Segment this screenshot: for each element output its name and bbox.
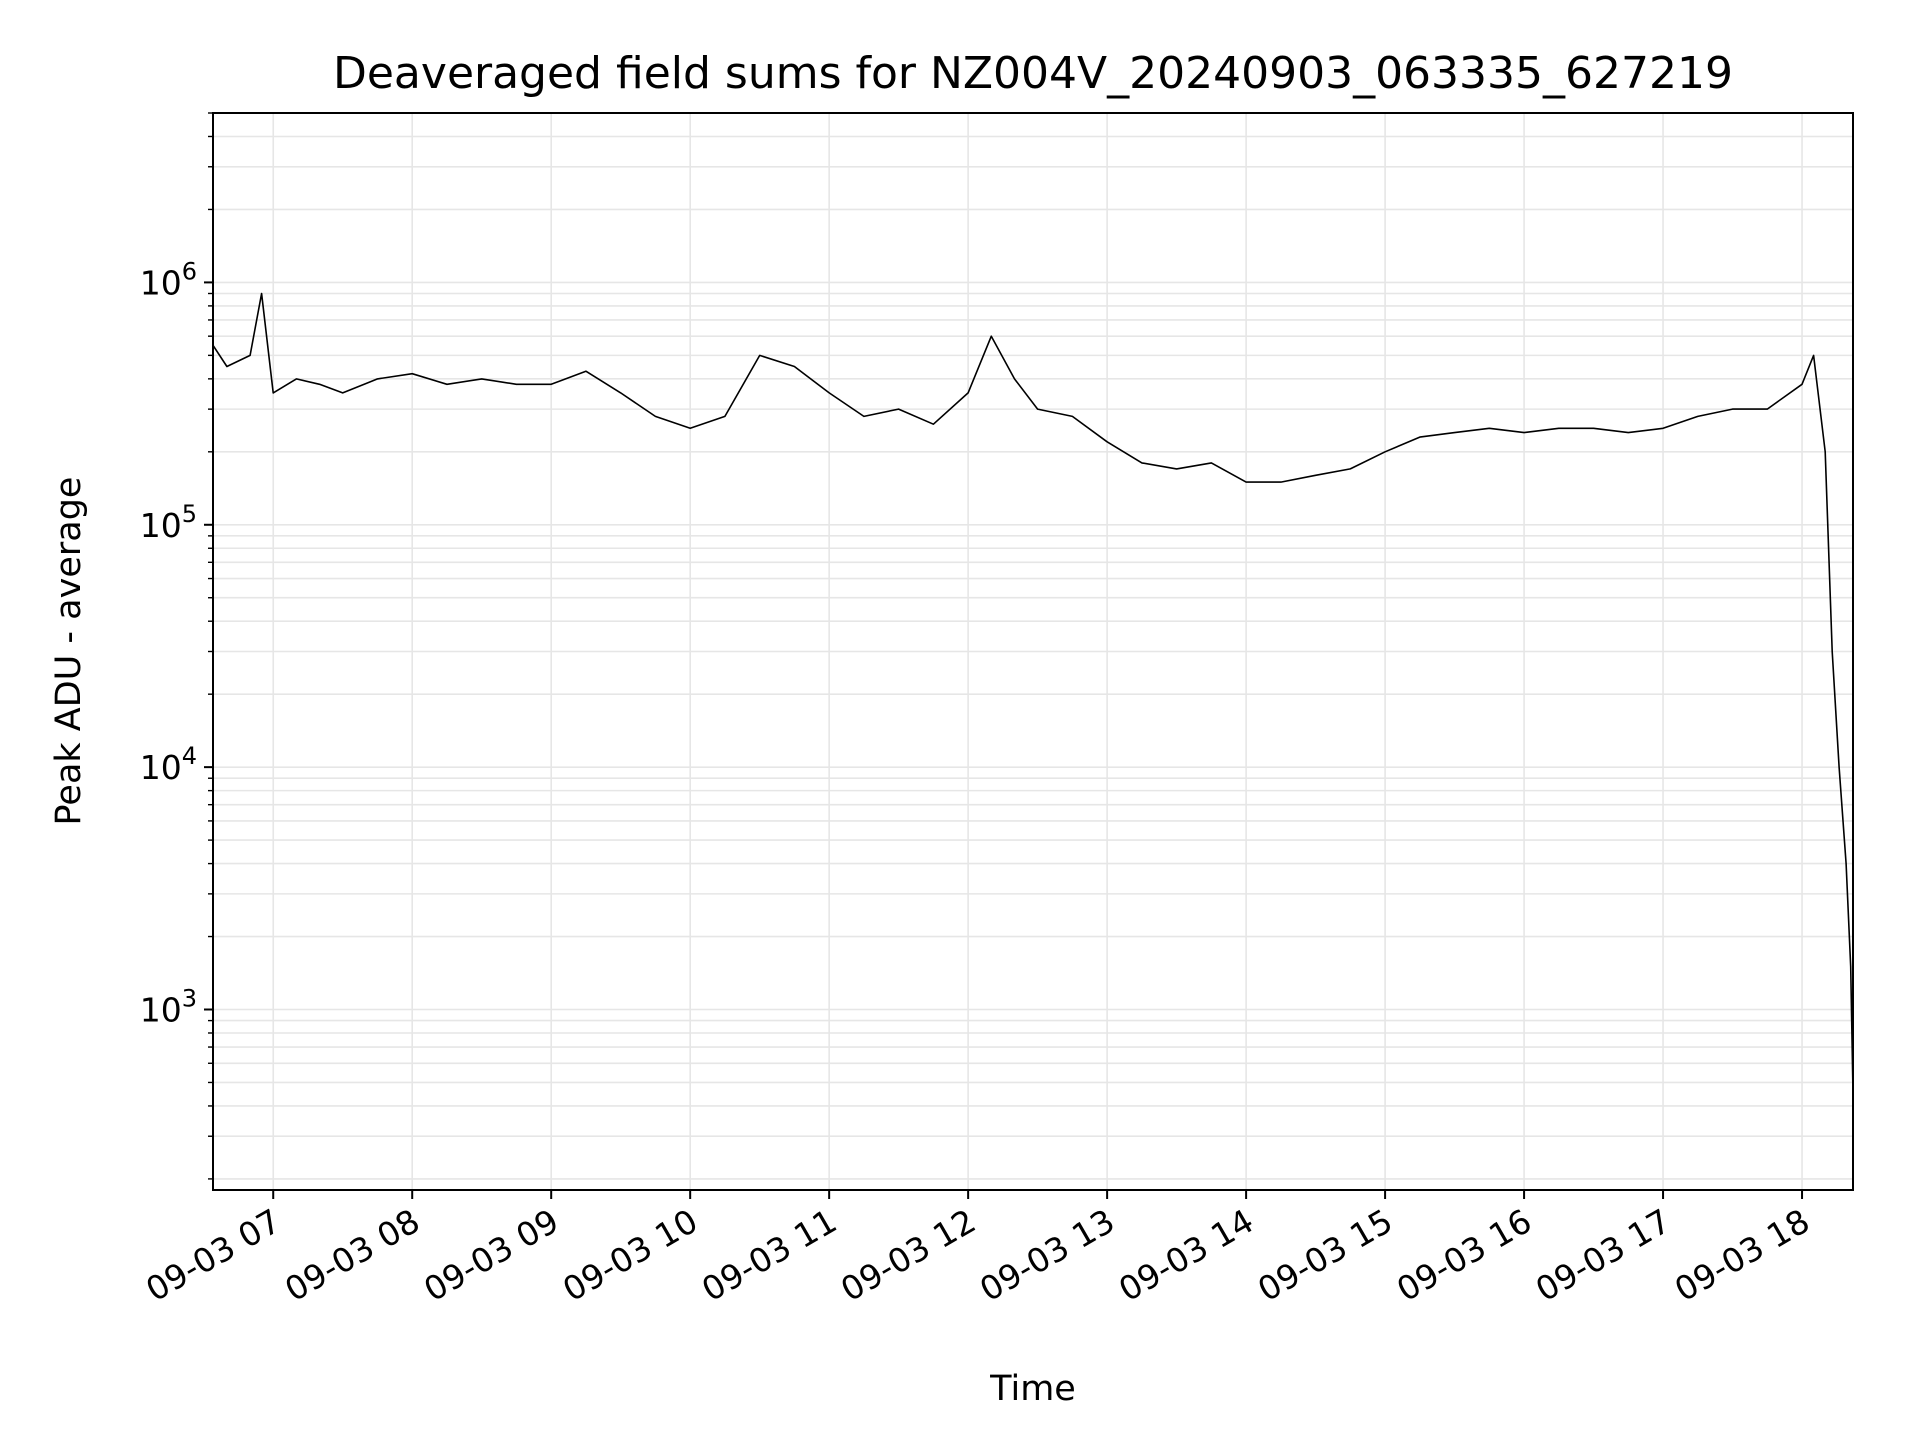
y-axis: 103 104 105 106 <box>140 112 213 1180</box>
series-group <box>212 292 1854 1094</box>
y-tick-label: 103 <box>140 985 197 1030</box>
chart-title: Deaveraged field sums for NZ004V_2024090… <box>333 48 1733 99</box>
y-tick-label: 104 <box>140 742 197 787</box>
y-axis-label: Peak ADU - average <box>49 477 89 826</box>
x-axis-label: Time <box>989 1369 1076 1409</box>
y-tick-label: 106 <box>140 257 197 302</box>
y-tick-label: 105 <box>140 500 197 545</box>
series-line <box>212 292 1854 1094</box>
grid <box>213 112 1853 1190</box>
